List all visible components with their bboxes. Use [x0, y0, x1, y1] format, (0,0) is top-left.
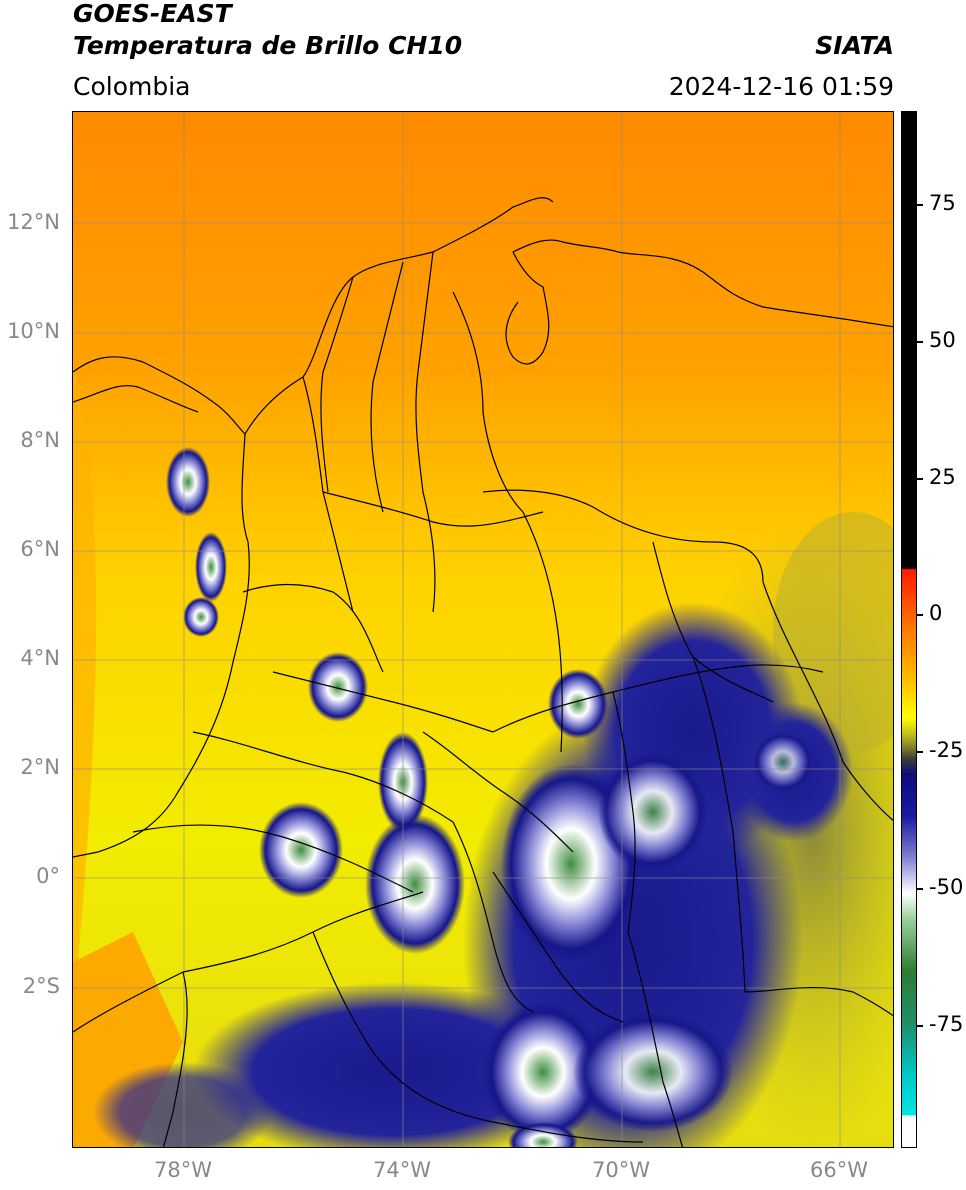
- cb-tick-25: [917, 478, 923, 480]
- lon-label-66w: 66°W: [810, 1158, 868, 1182]
- datetime-label: 2024-12-16 01:59: [668, 72, 894, 101]
- cb-tick-0: [917, 614, 923, 616]
- product-title: Temperatura de Brillo CH10: [73, 31, 463, 60]
- cb-label-minus75: -75: [929, 1012, 964, 1036]
- temperature-colorbar: [901, 111, 917, 1148]
- cb-tick-minus50: [917, 888, 923, 890]
- brightness-temperature-image: [73, 112, 893, 1147]
- cb-tick-minus25: [917, 751, 923, 753]
- cb-label-minus25: -25: [929, 738, 964, 762]
- cb-tick-50: [917, 341, 923, 343]
- lon-label-78w: 78°W: [154, 1158, 212, 1182]
- lat-label-6n: 6°N: [20, 537, 60, 561]
- lat-label-2s: 2°S: [22, 974, 60, 998]
- lat-label-8n: 8°N: [20, 428, 60, 452]
- lat-label-4n: 4°N: [20, 646, 60, 670]
- lat-label-0: 0°: [36, 864, 60, 888]
- lat-label-10n: 10°N: [7, 319, 60, 343]
- lat-label-12n: 12°N: [7, 210, 60, 234]
- lon-label-70w: 70°W: [592, 1158, 650, 1182]
- satellite-title: GOES-EAST: [73, 0, 232, 28]
- borders: [73, 197, 893, 1147]
- cb-label-75: 75: [929, 191, 956, 215]
- lon-label-74w: 74°W: [373, 1158, 431, 1182]
- cb-tick-75: [917, 204, 923, 206]
- cb-tick-minus75: [917, 1025, 923, 1027]
- cb-label-minus50: -50: [929, 875, 964, 899]
- region-label: Colombia: [73, 72, 191, 101]
- cb-label-25: 25: [929, 465, 956, 489]
- source-label: SIATA: [815, 31, 894, 60]
- cb-label-50: 50: [929, 328, 956, 352]
- satellite-map: [72, 111, 894, 1148]
- cb-label-0: 0: [929, 601, 943, 625]
- lat-label-2n: 2°N: [20, 755, 60, 779]
